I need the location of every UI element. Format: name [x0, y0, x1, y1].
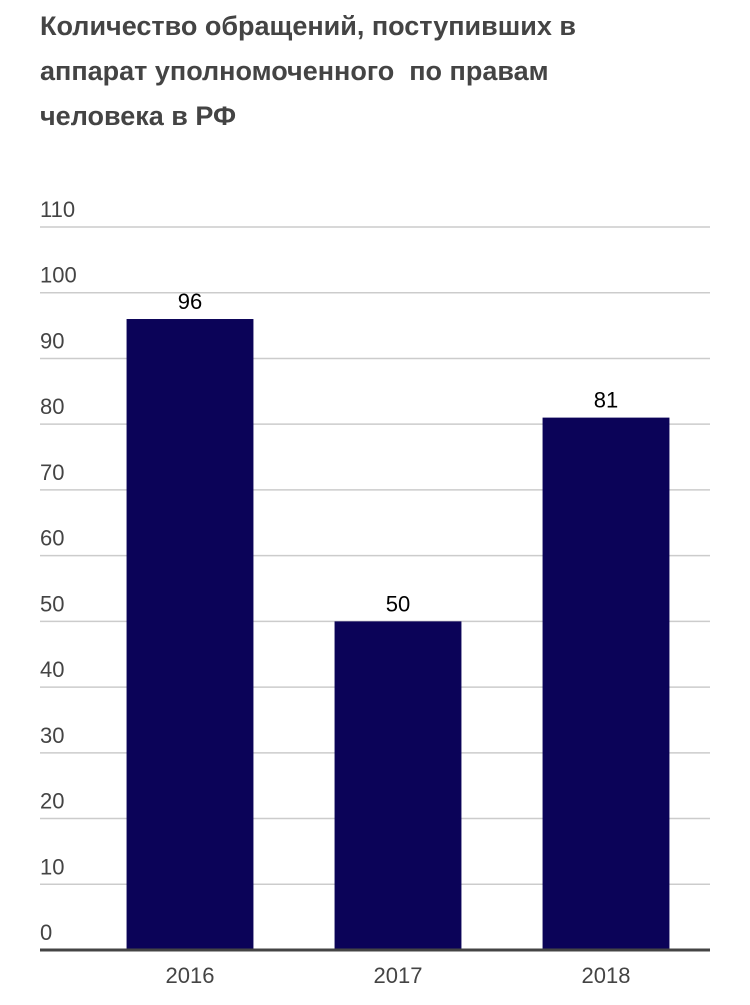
y-tick-label: 100 — [40, 263, 77, 288]
y-tick-label: 40 — [40, 657, 64, 682]
data-label: 96 — [178, 289, 202, 314]
y-tick-label: 60 — [40, 526, 64, 551]
y-tick-label: 110 — [40, 197, 75, 222]
data-label: 81 — [594, 388, 618, 413]
x-tick-label: 2018 — [582, 963, 631, 988]
bar — [334, 621, 462, 950]
bar — [126, 319, 254, 950]
y-tick-label: 20 — [40, 789, 64, 814]
x-tick-label: 2016 — [166, 963, 215, 988]
bar — [542, 417, 670, 950]
y-tick-label: 30 — [40, 723, 64, 748]
x-tick-label: 2017 — [374, 963, 423, 988]
y-tick-label: 70 — [40, 460, 64, 485]
y-tick-label: 80 — [40, 394, 64, 419]
y-tick-label: 0 — [40, 920, 52, 945]
chart-title: Количество обращений, поступивших в аппа… — [40, 11, 584, 131]
y-tick-label: 50 — [40, 591, 64, 616]
y-tick-label: 10 — [40, 854, 64, 879]
y-tick-label: 90 — [40, 328, 64, 353]
data-label: 50 — [386, 591, 410, 616]
